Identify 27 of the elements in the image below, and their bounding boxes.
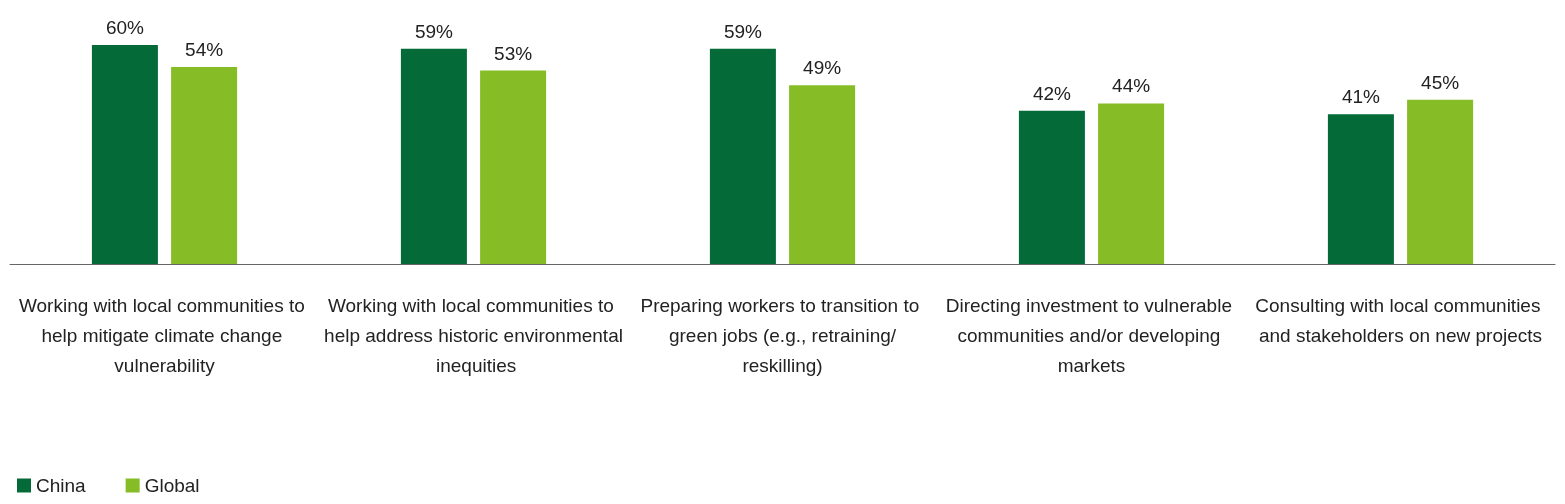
bar <box>1098 103 1165 264</box>
data-label: 45% <box>1421 71 1460 93</box>
x-tick-label: Consulting with local communities and stakeholders on new projects <box>1255 294 1546 346</box>
bar <box>400 48 467 264</box>
bar <box>171 66 238 264</box>
data-label: 41% <box>1341 86 1381 108</box>
x-tick-label: Directing investment to vulnerable communities and/or developing markets <box>945 294 1238 376</box>
bar <box>709 48 776 264</box>
data-label: 60% <box>105 17 145 38</box>
data-label: 49% <box>803 57 842 79</box>
x-tick-label: Preparing workers to transition to green jobs (e.g., retraining/reskilling) <box>640 294 925 376</box>
x-tick-label: Working with local communities to help mitigate climate change vulnerability <box>18 294 311 376</box>
bar <box>789 85 856 264</box>
data-label: 59% <box>414 20 454 42</box>
data-label: 59% <box>723 20 763 42</box>
bar <box>1407 99 1474 264</box>
x-tick-label: Working with local communities to help address historic environmental inequities <box>324 294 623 376</box>
data-label: 53% <box>494 42 533 64</box>
bar <box>91 45 158 264</box>
bar <box>480 70 547 264</box>
bar <box>1327 114 1394 264</box>
legend-label: China <box>36 475 87 496</box>
data-label: 54% <box>185 38 224 60</box>
bar <box>1018 110 1085 264</box>
legend-label: Global <box>144 475 200 496</box>
data-label: 44% <box>1112 75 1151 97</box>
data-label: 42% <box>1032 82 1072 104</box>
